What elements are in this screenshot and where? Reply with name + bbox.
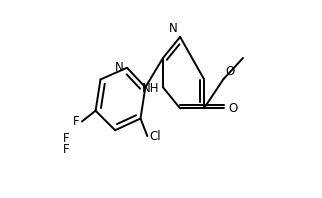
Text: NH: NH xyxy=(142,82,159,95)
Text: O: O xyxy=(228,102,237,115)
Text: Cl: Cl xyxy=(150,130,161,143)
Text: F: F xyxy=(73,115,80,128)
Text: N: N xyxy=(168,22,177,35)
Text: F: F xyxy=(62,143,69,156)
Text: N: N xyxy=(115,61,124,74)
Text: O: O xyxy=(226,65,235,78)
Text: F: F xyxy=(62,132,69,145)
